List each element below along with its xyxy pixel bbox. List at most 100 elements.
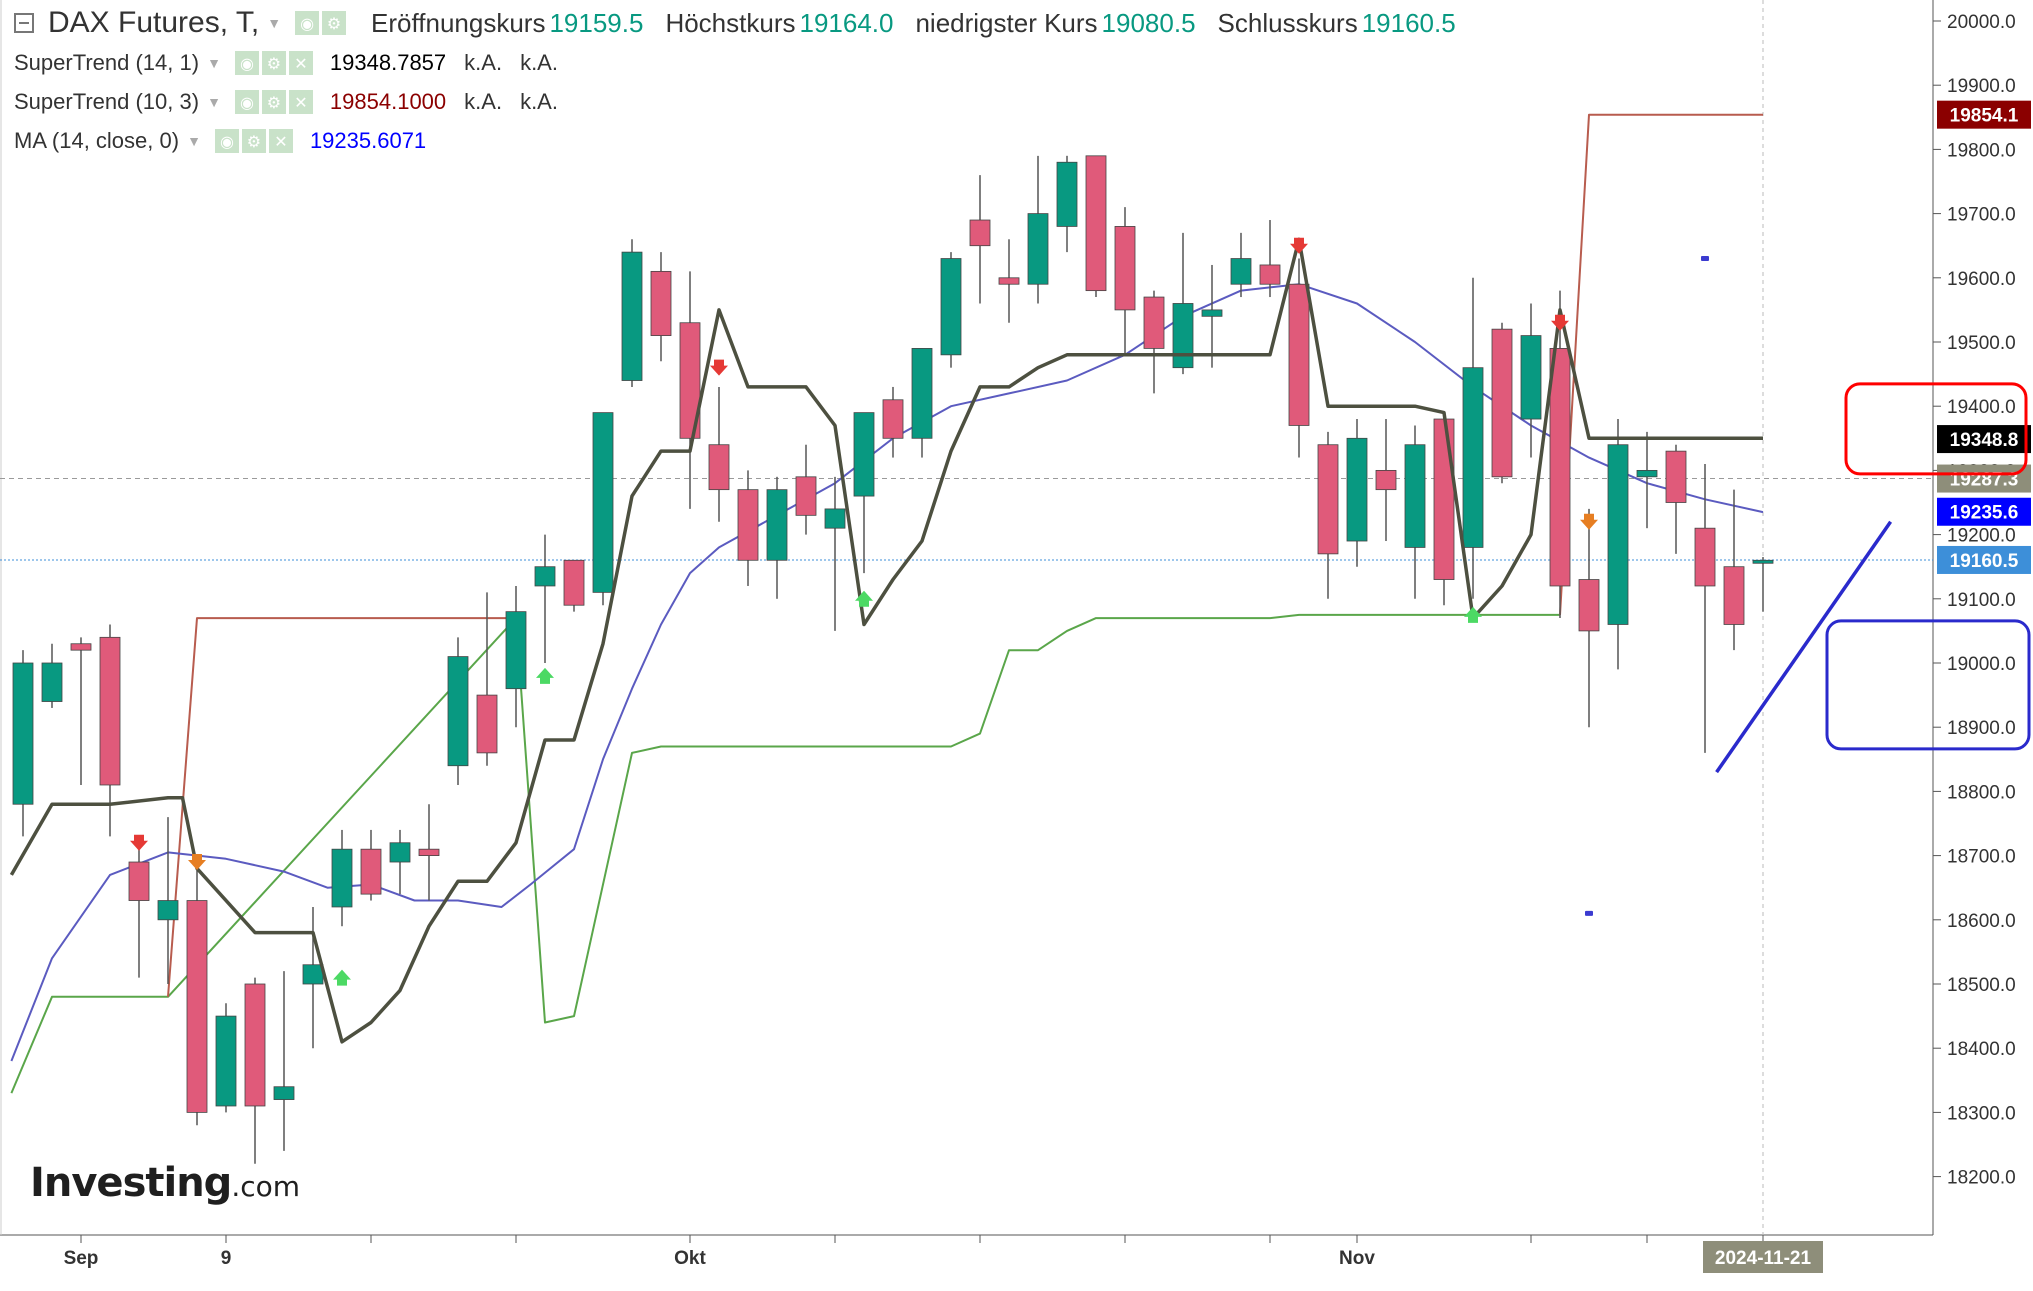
candle[interactable]	[157, 817, 179, 984]
candle[interactable]	[1404, 425, 1426, 599]
candle[interactable]	[1172, 232, 1194, 375]
price-label: 19348.8	[1937, 425, 2031, 454]
candle[interactable]	[244, 977, 266, 1164]
candle[interactable]	[1230, 232, 1252, 298]
candle[interactable]	[1607, 419, 1629, 670]
candle[interactable]	[99, 624, 121, 837]
candle[interactable]	[1665, 444, 1687, 554]
eye-icon[interactable]: ◉	[214, 129, 239, 153]
sell-arrow-icon	[1551, 314, 1569, 331]
y-tick-label: 19800.0	[1947, 140, 2016, 161]
candle[interactable]	[853, 412, 875, 574]
candle[interactable]	[650, 252, 672, 362]
candle[interactable]	[1694, 463, 1716, 753]
candle[interactable]	[1056, 155, 1078, 253]
candle[interactable]	[621, 239, 643, 387]
candle[interactable]	[186, 868, 208, 1126]
candle-body-down	[1665, 450, 1687, 503]
candle[interactable]	[1259, 220, 1281, 298]
buy-arrow-icon	[333, 969, 351, 986]
candle[interactable]	[1143, 290, 1165, 394]
candle[interactable]	[418, 804, 440, 901]
eye-icon[interactable]: ◉	[234, 51, 259, 75]
close-icon[interactable]: ✕	[288, 90, 313, 114]
price-axis[interactable]: 18200.0 18300.0 18400.0 18500.0 18600.0 18700…	[1933, 12, 2016, 1189]
candle[interactable]	[1549, 290, 1571, 619]
candle[interactable]	[302, 906, 324, 1049]
candle[interactable]	[969, 175, 991, 304]
indicator-buttons: ◉ ⚙ ✕	[234, 90, 316, 114]
candle[interactable]	[1491, 322, 1513, 484]
candle[interactable]	[389, 829, 411, 895]
candles-layer[interactable]	[12, 155, 1774, 1164]
close-icon[interactable]: ✕	[288, 51, 313, 75]
drawing-layer[interactable]	[1585, 256, 1893, 916]
candle-body-down	[1085, 155, 1107, 292]
candle-body-up	[1520, 335, 1542, 420]
candle[interactable]	[1114, 207, 1136, 355]
candle[interactable]	[41, 643, 63, 708]
close-icon[interactable]: ✕	[268, 129, 293, 153]
candle-body-down	[1143, 296, 1165, 349]
open-value: 19159.5	[549, 7, 644, 38]
candle[interactable]	[273, 971, 295, 1151]
candle[interactable]	[998, 239, 1020, 323]
candle[interactable]	[1520, 303, 1542, 458]
gear-icon[interactable]: ⚙	[261, 51, 286, 75]
candle[interactable]	[1375, 419, 1397, 542]
candle[interactable]	[1636, 431, 1658, 529]
candle[interactable]	[331, 829, 353, 927]
candle[interactable]	[940, 252, 962, 368]
price-labels: 19854.1 19348.8 19287.3 19235.6 19160.5	[1825, 100, 2031, 751]
candle[interactable]	[708, 386, 730, 522]
candle[interactable]	[1433, 412, 1455, 606]
candle[interactable]	[215, 1003, 237, 1113]
eye-icon[interactable]: ◉	[295, 11, 320, 35]
candle[interactable]	[563, 559, 585, 612]
candle[interactable]	[911, 348, 933, 458]
candle[interactable]	[766, 476, 788, 599]
collapse-legend-icon[interactable]	[14, 13, 34, 33]
candle[interactable]	[534, 534, 556, 663]
candle[interactable]	[1346, 419, 1368, 567]
candle[interactable]	[12, 650, 34, 837]
candle[interactable]	[882, 386, 904, 458]
candle[interactable]	[679, 271, 701, 509]
candle[interactable]	[1288, 258, 1310, 458]
candle[interactable]	[447, 637, 469, 785]
gear-icon[interactable]: ⚙	[261, 90, 286, 114]
high-label: Höchstkurs	[665, 7, 796, 38]
candle[interactable]	[70, 637, 92, 785]
candle[interactable]	[737, 470, 759, 586]
candle[interactable]	[824, 476, 846, 631]
eye-icon[interactable]: ◉	[234, 90, 259, 114]
candle[interactable]	[1723, 489, 1745, 651]
candle-body-down	[882, 399, 904, 439]
candle[interactable]	[128, 842, 150, 978]
chevron-down-icon[interactable]: ▼	[187, 133, 201, 149]
candle-body-down	[1259, 264, 1281, 285]
candle[interactable]	[1317, 431, 1339, 599]
candle[interactable]	[1462, 277, 1484, 599]
chevron-down-icon[interactable]: ▼	[267, 15, 282, 31]
candle[interactable]	[1085, 155, 1107, 298]
candle[interactable]	[1201, 264, 1223, 368]
candle-body-up	[41, 662, 63, 702]
chevron-down-icon[interactable]: ▼	[207, 55, 221, 71]
candle[interactable]	[476, 592, 498, 766]
candle-body-up	[1346, 437, 1368, 542]
gear-icon[interactable]: ⚙	[241, 129, 266, 153]
candle[interactable]	[505, 585, 527, 728]
candle[interactable]	[1027, 155, 1049, 304]
candle[interactable]	[1752, 557, 1774, 612]
candle-body-up	[911, 348, 933, 439]
chevron-down-icon[interactable]: ▼	[207, 94, 221, 110]
candle[interactable]	[360, 829, 382, 901]
time-axis[interactable]: Sep 9 Okt Nov 2024-11-21	[64, 1235, 1823, 1273]
y-tick-label: 19500.0	[1947, 333, 2016, 354]
candle[interactable]	[592, 412, 614, 606]
candle[interactable]	[795, 444, 817, 535]
candle[interactable]	[1578, 508, 1600, 728]
gear-icon[interactable]: ⚙	[322, 11, 347, 35]
